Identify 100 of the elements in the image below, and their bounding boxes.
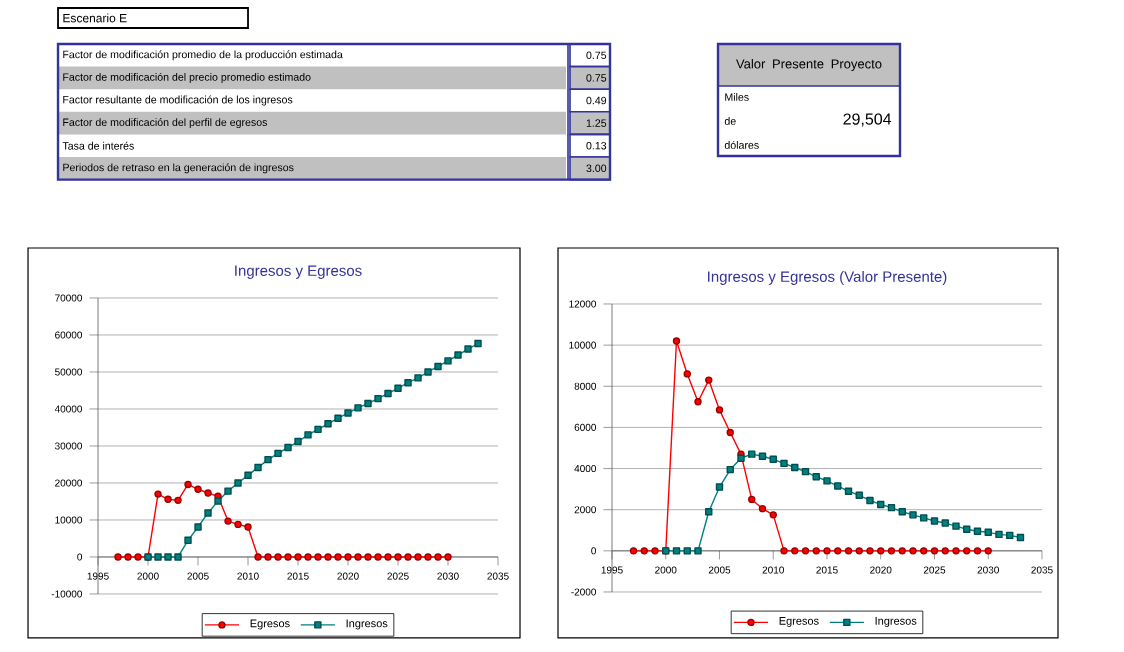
point [454,351,462,359]
point [264,455,272,464]
point [909,547,917,555]
point [694,397,702,406]
point [234,479,242,487]
point [651,547,659,555]
point [984,528,992,537]
point [672,337,681,345]
point [334,414,342,422]
point [769,455,777,463]
point [324,420,332,428]
point [334,553,342,561]
point [930,547,939,555]
point [715,483,724,491]
point [414,374,422,382]
point [952,547,960,555]
point [254,553,262,561]
point [941,519,949,527]
point [204,489,212,497]
point [154,490,162,498]
point [464,345,472,353]
point [694,547,702,555]
point [672,547,681,555]
point [1006,531,1014,540]
point [887,547,896,555]
point [640,547,648,555]
point [973,547,982,555]
point [124,553,132,561]
point [164,553,172,561]
point [941,547,949,555]
point [683,370,691,378]
point [284,443,292,452]
point [748,495,756,504]
point [791,547,799,555]
point [898,508,906,516]
point [274,449,282,458]
point [194,523,202,531]
point [394,553,402,561]
point [314,425,322,434]
point [114,553,122,561]
point [424,368,432,376]
point [224,487,232,495]
point [812,473,820,481]
point [224,517,232,525]
point [780,459,788,468]
point [354,553,362,561]
point [834,482,842,490]
point [204,509,212,517]
point [134,553,142,561]
point [1016,533,1025,542]
point [244,523,252,531]
point [174,553,182,561]
point [294,553,302,561]
text: 29,504 [843,113,892,127]
point [855,491,863,499]
point [184,536,192,545]
point [758,452,767,460]
point [304,431,312,439]
point [866,547,874,555]
point [683,547,691,555]
point [791,463,799,472]
point [214,497,222,505]
point [324,553,332,561]
point [374,553,382,561]
point [726,428,734,437]
point [384,553,392,561]
point [404,379,412,387]
point [748,450,756,458]
point [963,547,971,555]
point [705,508,713,516]
point [414,553,422,561]
point [715,406,724,414]
point [812,547,820,555]
point [194,485,202,493]
point [384,389,392,398]
point [264,553,272,561]
point [877,500,885,509]
point [444,553,452,561]
point [930,517,939,525]
point [780,547,788,555]
point [254,463,262,472]
point [234,520,242,529]
point [801,547,810,555]
point [344,409,352,417]
point [823,477,831,485]
point [855,547,863,555]
point [834,547,842,555]
point [404,553,412,561]
point [726,465,734,474]
point [164,495,172,503]
point [314,553,322,561]
point [304,553,312,561]
point [952,522,960,530]
point [434,362,442,371]
point [898,547,906,555]
point [434,553,442,561]
point [274,553,282,561]
point [424,553,432,561]
point [920,547,928,555]
point [995,530,1003,539]
